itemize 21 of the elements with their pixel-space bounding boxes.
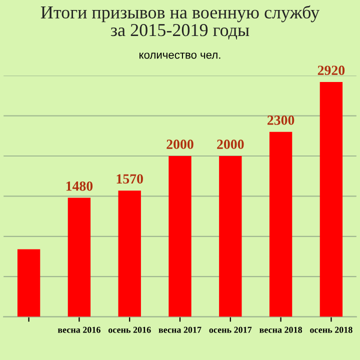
bar <box>269 132 292 317</box>
chart-title: Итоги призывов на военную службу за 2015-2019 годы <box>40 5 320 40</box>
data-label: 1570 <box>116 174 143 184</box>
x-tick-label: осень 2017 <box>209 326 252 333</box>
bar <box>68 198 91 317</box>
x-tick-label: осень 2016 <box>108 326 151 333</box>
bar <box>168 156 192 317</box>
x-tick-label: весна 2017 <box>158 326 202 333</box>
x-tick-label: весна 2016 <box>58 326 100 333</box>
bar <box>17 249 40 317</box>
data-label: 2000 <box>217 140 244 150</box>
data-label: 2300 <box>267 116 294 125</box>
data-label: 1480 <box>66 181 93 191</box>
bar <box>219 156 242 317</box>
x-tick-label: осень 2018 <box>310 326 352 333</box>
chart-subtitle: количество чел. <box>140 52 220 59</box>
data-label: 2920 <box>318 66 345 76</box>
bar <box>320 82 343 317</box>
data-label: 2000 <box>166 140 194 150</box>
x-tick-label: весна 2018 <box>260 326 302 333</box>
bar <box>118 190 141 317</box>
